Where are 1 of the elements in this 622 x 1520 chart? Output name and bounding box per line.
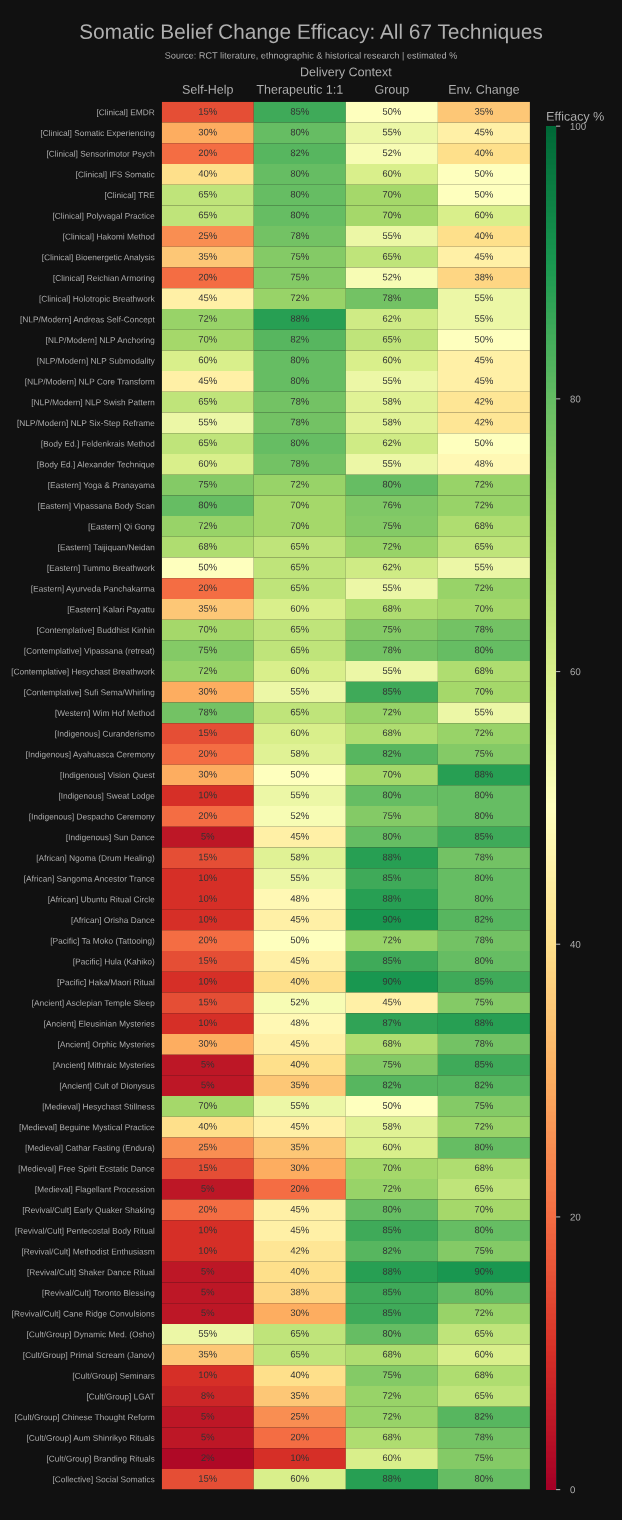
chart-title: Somatic Belief Change Efficacy: All 67 Techniques — [80, 23, 543, 44]
